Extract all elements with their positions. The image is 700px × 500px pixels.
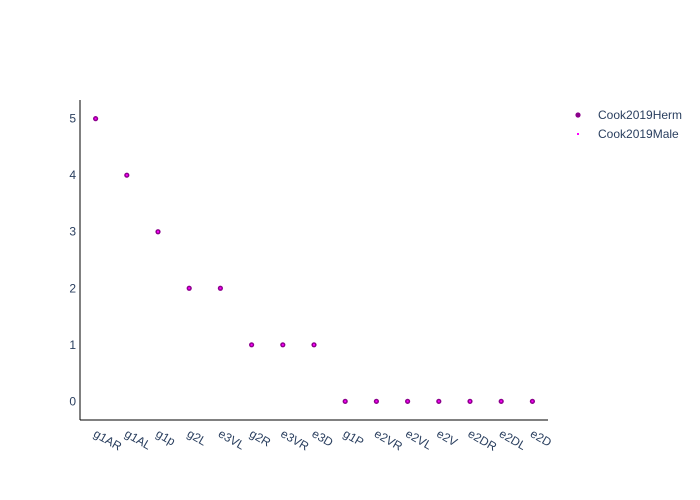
plot-area	[93, 116, 536, 404]
data-point-cook2019male[interactable]	[188, 287, 191, 290]
data-point-cook2019male[interactable]	[94, 117, 97, 120]
y-tick-label: 2	[69, 281, 76, 295]
legend-label: Cook2019Herm	[598, 108, 682, 122]
data-point-cook2019male[interactable]	[219, 287, 222, 290]
legend-item[interactable]: Cook2019Male	[577, 127, 679, 141]
data-point-cook2019male[interactable]	[250, 343, 253, 346]
data-point-cook2019male[interactable]	[344, 400, 347, 403]
legend-marker	[577, 133, 579, 135]
data-point-cook2019male[interactable]	[375, 400, 378, 403]
y-tick-label: 5	[69, 112, 76, 126]
data-point-cook2019male[interactable]	[157, 230, 159, 233]
data-point-cook2019male[interactable]	[500, 400, 503, 403]
data-point-cook2019male[interactable]	[437, 400, 440, 403]
data-point-cook2019male[interactable]	[406, 400, 409, 403]
data-point-cook2019male[interactable]	[313, 343, 315, 346]
legend: Cook2019Herm Cook2019Male	[575, 108, 682, 141]
legend-item[interactable]: Cook2019Herm	[575, 108, 682, 122]
y-tick-label: 3	[69, 225, 76, 239]
data-point-cook2019male[interactable]	[125, 174, 128, 177]
y-tick-label: 0	[69, 394, 76, 408]
data-point-cook2019male[interactable]	[281, 343, 284, 346]
legend-marker	[575, 112, 581, 118]
legend-label: Cook2019Male	[598, 127, 679, 141]
y-tick-label: 1	[69, 338, 76, 352]
data-point-cook2019male[interactable]	[469, 400, 471, 403]
data-point-cook2019male[interactable]	[531, 400, 534, 403]
y-tick-label: 4	[69, 168, 76, 182]
